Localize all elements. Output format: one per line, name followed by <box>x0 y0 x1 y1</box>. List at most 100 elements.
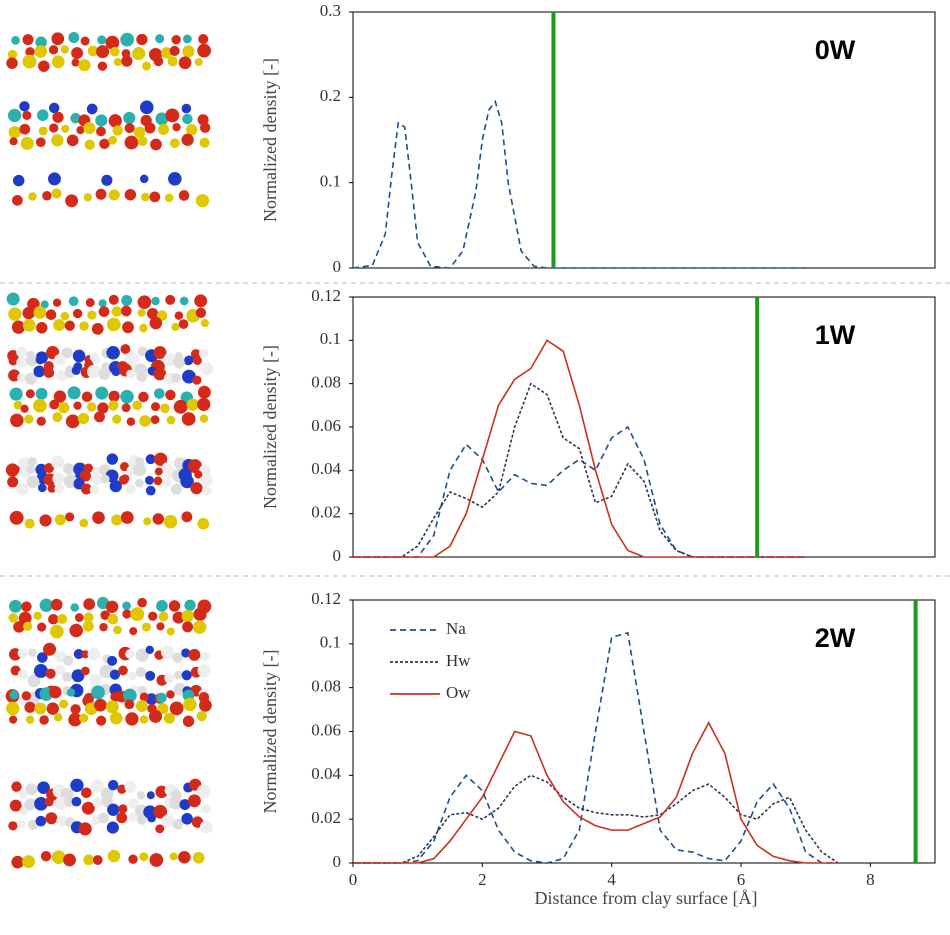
atom <box>106 317 121 332</box>
atom <box>22 54 37 69</box>
atom <box>128 671 137 681</box>
atom <box>56 370 68 382</box>
atom <box>71 796 82 807</box>
y-axis-label: Normalized density [-] <box>260 58 280 222</box>
atom <box>97 35 107 45</box>
atom <box>112 125 123 136</box>
atom <box>83 692 94 703</box>
atom <box>64 796 75 808</box>
atom <box>77 412 90 425</box>
atom <box>33 306 47 319</box>
atom <box>37 622 47 632</box>
atom <box>72 349 86 363</box>
atom <box>52 298 62 307</box>
atom <box>186 398 199 411</box>
atom <box>47 483 57 493</box>
atom <box>120 32 135 47</box>
legend-label: Hw <box>446 651 471 670</box>
atom <box>108 135 118 145</box>
atom <box>48 45 59 55</box>
atom <box>135 700 148 712</box>
atom <box>121 295 133 307</box>
atom <box>155 34 165 44</box>
atom <box>172 652 183 663</box>
atom <box>181 412 196 426</box>
atom <box>181 511 193 523</box>
atom <box>168 172 182 186</box>
atom <box>182 113 193 125</box>
atom <box>146 308 159 320</box>
atom <box>141 192 150 202</box>
atom <box>16 356 28 368</box>
atom <box>128 854 138 864</box>
atom <box>7 476 19 488</box>
atom <box>81 787 92 799</box>
atom <box>35 815 47 827</box>
atom <box>137 136 148 147</box>
atom <box>149 191 161 203</box>
atom <box>6 292 20 306</box>
atom <box>139 715 149 724</box>
atom <box>130 607 145 622</box>
y-tick-label: 0.02 <box>311 808 341 827</box>
atom <box>171 372 181 383</box>
atom <box>117 784 127 794</box>
atom <box>107 655 118 666</box>
atom <box>155 824 165 834</box>
panel-label: 2W <box>815 623 856 653</box>
atom <box>194 57 203 66</box>
atom <box>16 819 26 829</box>
atom <box>198 348 209 359</box>
atom <box>83 854 95 866</box>
atom <box>120 305 132 317</box>
atom <box>169 701 184 716</box>
atom <box>137 308 146 318</box>
atom <box>9 715 18 724</box>
atom <box>65 414 80 429</box>
atom <box>36 652 48 663</box>
atom <box>87 45 99 57</box>
atom <box>107 613 119 625</box>
y-tick-label: 0.12 <box>311 286 341 305</box>
y-tick-label: 0 <box>333 546 342 565</box>
atom <box>86 364 101 379</box>
atom <box>157 702 169 715</box>
atom <box>169 45 180 57</box>
atom <box>8 307 22 321</box>
y-axis-label: Normalized density [-] <box>260 345 280 509</box>
atom <box>201 485 212 496</box>
atom <box>20 136 34 150</box>
atom <box>166 627 175 636</box>
atom <box>178 56 192 70</box>
atom <box>52 111 64 123</box>
atom <box>34 796 48 811</box>
y-tick-label: 0.06 <box>311 720 341 739</box>
atom <box>79 518 89 528</box>
atom <box>11 855 24 869</box>
atom <box>83 193 92 202</box>
x-tick-label: 0 <box>349 870 358 889</box>
atom <box>106 453 119 465</box>
atom <box>178 850 191 864</box>
atom <box>124 135 139 150</box>
atom <box>70 603 79 612</box>
atom <box>35 355 45 365</box>
atom <box>27 457 37 467</box>
atom <box>57 614 68 624</box>
atom <box>92 855 103 865</box>
atom <box>66 688 76 697</box>
atom <box>97 61 108 71</box>
atom <box>106 821 119 834</box>
atom <box>33 398 47 413</box>
atom <box>197 43 211 58</box>
atom <box>122 688 137 703</box>
atom <box>25 783 38 796</box>
atom <box>11 36 20 45</box>
atom <box>150 138 162 151</box>
atom <box>108 189 120 201</box>
atom <box>37 781 50 794</box>
atom <box>156 600 168 612</box>
atom <box>92 797 104 808</box>
atom <box>51 850 66 864</box>
atom <box>37 483 47 493</box>
